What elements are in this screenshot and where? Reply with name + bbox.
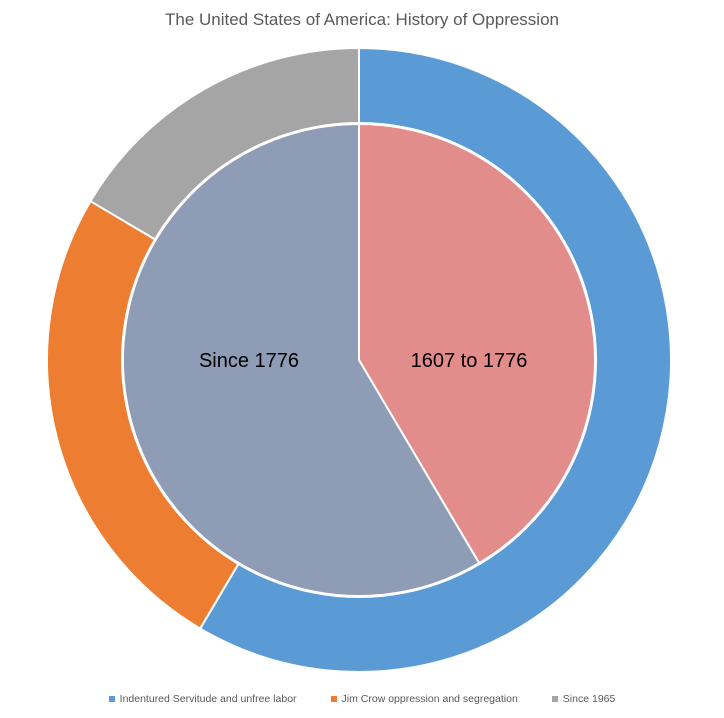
legend-item-since-1965: Since 1965 [551, 693, 616, 705]
chart-title: The United States of America: History of… [164, 10, 559, 29]
inner-label-1607-to-1776: 1607 to 1776 [411, 350, 528, 372]
legend-swatch [108, 696, 115, 702]
donut-chart: 1607 to 1776 Since 1776 [46, 46, 672, 673]
legend-swatch [330, 696, 337, 702]
legend: Indentured Servitude and unfree labor Jim… [0, 693, 724, 705]
legend-label: Indentured Servitude and unfree labor [119, 693, 297, 705]
legend-item-indentured-servitude-and-unfree-labor: Indentured Servitude and unfree labor [108, 693, 297, 705]
inner-pie [121, 122, 597, 598]
inner-slice-1607-to-1776 [358, 122, 596, 565]
legend-swatch [551, 696, 558, 702]
legend-label: Jim Crow oppression and segregation [341, 693, 518, 705]
legend-item-jim-crow-oppression-and-segregation: Jim Crow oppression and segregation [330, 693, 518, 705]
inner-label-since-1776: Since 1776 [199, 350, 299, 372]
inner-slice-since-1776 [122, 122, 481, 597]
inner-labels: 1607 to 1776 Since 1776 [199, 350, 527, 372]
legend-label: Since 1965 [562, 693, 616, 705]
